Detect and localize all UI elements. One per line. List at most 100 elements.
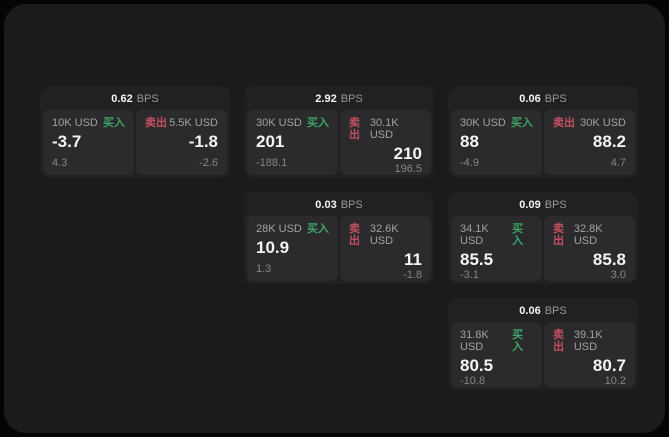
bps-value: 0.06 — [519, 305, 541, 317]
bps-unit-label: BPS — [340, 93, 363, 105]
buy-cell-top: 30K USD 买入 — [460, 117, 533, 129]
cards-grid: 0.62 BPS 10K USD 买入 -3.7 4.3 卖出 5.5K USD… — [40, 86, 638, 390]
quote-card-header: 0.06 BPS — [451, 301, 635, 322]
bps-unit-label: BPS — [544, 305, 567, 317]
sell-badge: 卖出 — [349, 223, 360, 247]
buy-value: 201 — [256, 132, 285, 151]
buy-cell-top: 30K USD 买入 — [256, 117, 329, 129]
bps-unit-label: BPS — [544, 93, 567, 105]
buy-delta: 4.3 — [52, 157, 68, 169]
buy-delta: -4.9 — [460, 157, 479, 169]
sell-cell[interactable]: 卖出 30.1K USD 210 196.5 — [340, 110, 431, 175]
sell-badge: 卖出 — [349, 117, 360, 141]
buy-badge: 买入 — [103, 117, 125, 129]
quote-card-header: 0.06 BPS — [451, 89, 635, 110]
buy-cell[interactable]: 28K USD 买入 10.9 1.3 — [247, 216, 338, 281]
buy-cell-top: 31.8K USD 买入 — [460, 329, 533, 353]
sell-delta: 196.5 — [394, 163, 422, 175]
bps-value: 0.62 — [111, 93, 133, 105]
buy-amount: 28K USD — [256, 223, 302, 235]
buy-cell-top: 28K USD 买入 — [256, 223, 329, 235]
bps-unit-label: BPS — [136, 93, 159, 105]
buy-badge: 买入 — [307, 223, 329, 235]
sell-cell[interactable]: 卖出 32.6K USD 11 -1.8 — [340, 216, 431, 281]
buy-delta: -10.8 — [460, 375, 486, 387]
sell-cell-top: 卖出 30.1K USD — [349, 117, 422, 141]
buy-cell-top: 34.1K USD 买入 — [460, 223, 533, 247]
buy-delta: 1.3 — [256, 263, 272, 275]
buy-amount: 31.8K USD — [460, 329, 489, 353]
sell-amount: 39.1K USD — [573, 329, 603, 353]
sell-cell[interactable]: 卖出 32.8K USD 85.8 3.0 — [544, 216, 635, 281]
quote-card-body: 10K USD 买入 -3.7 4.3 卖出 5.5K USD -1.8 -2.… — [43, 110, 227, 175]
buy-badge: 买入 — [511, 117, 533, 129]
sell-badge: 卖出 — [145, 117, 167, 129]
quote-card-header: 0.62 BPS — [43, 89, 227, 110]
quote-card-body: 28K USD 买入 10.9 1.3 卖出 32.6K USD 11 -1.8 — [247, 216, 431, 281]
quote-card-body: 34.1K USD 买入 85.5 -3.1 卖出 32.8K USD 85.8… — [451, 216, 635, 281]
buy-cell[interactable]: 34.1K USD 买入 85.5 -3.1 — [451, 216, 542, 281]
buy-amount: 30K USD — [256, 117, 302, 129]
sell-value: 85.8 — [592, 250, 626, 269]
buy-delta: -3.1 — [460, 269, 479, 281]
sell-amount: 30K USD — [580, 117, 626, 129]
sell-value: 210 — [393, 144, 422, 163]
buy-amount: 10K USD — [52, 117, 98, 129]
sell-cell-top: 卖出 5.5K USD — [145, 117, 218, 129]
sell-cell[interactable]: 卖出 30K USD 88.2 4.7 — [544, 110, 635, 175]
buy-badge: 买入 — [512, 329, 524, 353]
sell-value: -1.8 — [188, 132, 218, 151]
sell-cell-top: 卖出 32.6K USD — [349, 223, 422, 247]
quote-card: 2.92 BPS 30K USD 买入 201 -188.1 卖出 30.1K … — [244, 86, 434, 178]
sell-value: 88.2 — [592, 132, 626, 151]
bps-value: 2.92 — [315, 93, 337, 105]
buy-cell-top: 10K USD 买入 — [52, 117, 125, 129]
buy-cell[interactable]: 10K USD 买入 -3.7 4.3 — [43, 110, 134, 175]
quote-card-body: 30K USD 买入 88 -4.9 卖出 30K USD 88.2 4.7 — [451, 110, 635, 175]
quote-card: 0.62 BPS 10K USD 买入 -3.7 4.3 卖出 5.5K USD… — [40, 86, 230, 178]
app-panel: 0.62 BPS 10K USD 买入 -3.7 4.3 卖出 5.5K USD… — [4, 4, 665, 433]
sell-cell-top: 卖出 32.8K USD — [553, 223, 626, 247]
quote-card: 0.06 BPS 30K USD 买入 88 -4.9 卖出 30K USD 8… — [448, 86, 638, 178]
buy-badge: 买入 — [512, 223, 524, 247]
buy-amount: 30K USD — [460, 117, 506, 129]
sell-cell-top: 卖出 39.1K USD — [553, 329, 626, 353]
quote-card-body: 30K USD 买入 201 -188.1 卖出 30.1K USD 210 1… — [247, 110, 431, 175]
sell-amount: 5.5K USD — [169, 117, 218, 129]
quote-card: 0.06 BPS 31.8K USD 买入 80.5 -10.8 卖出 39.1… — [448, 298, 638, 390]
sell-amount: 30.1K USD — [369, 117, 399, 141]
sell-amount: 32.6K USD — [369, 223, 399, 247]
sell-delta: 10.2 — [604, 375, 626, 387]
sell-delta: 3.0 — [610, 269, 626, 281]
bps-unit-label: BPS — [340, 199, 363, 211]
quote-card-header: 0.03 BPS — [247, 195, 431, 216]
quote-card: 0.03 BPS 28K USD 买入 10.9 1.3 卖出 32.6K US… — [244, 192, 434, 284]
sell-badge: 卖出 — [553, 223, 564, 247]
bps-value: 0.06 — [519, 93, 541, 105]
quote-card: 0.09 BPS 34.1K USD 买入 85.5 -3.1 卖出 32.8K… — [448, 192, 638, 284]
sell-value: 11 — [404, 250, 422, 269]
buy-value: 88 — [460, 132, 479, 151]
sell-delta: 4.7 — [610, 157, 626, 169]
buy-cell[interactable]: 31.8K USD 买入 80.5 -10.8 — [451, 322, 542, 387]
quote-card-header: 2.92 BPS — [247, 89, 431, 110]
bps-value: 0.03 — [315, 199, 337, 211]
sell-badge: 卖出 — [553, 117, 575, 129]
buy-value: 80.5 — [460, 356, 494, 375]
buy-value: -3.7 — [52, 132, 82, 151]
buy-cell[interactable]: 30K USD 买入 88 -4.9 — [451, 110, 542, 175]
buy-cell[interactable]: 30K USD 买入 201 -188.1 — [247, 110, 338, 175]
sell-delta: -2.6 — [199, 157, 218, 169]
sell-badge: 卖出 — [553, 329, 564, 353]
quote-card-header: 0.09 BPS — [451, 195, 635, 216]
sell-amount: 32.8K USD — [573, 223, 603, 247]
sell-value: 80.7 — [592, 356, 626, 375]
sell-cell[interactable]: 卖出 39.1K USD 80.7 10.2 — [544, 322, 635, 387]
bps-unit-label: BPS — [544, 199, 567, 211]
buy-value: 85.5 — [460, 250, 494, 269]
quote-card-body: 31.8K USD 买入 80.5 -10.8 卖出 39.1K USD 80.… — [451, 322, 635, 387]
bps-value: 0.09 — [519, 199, 541, 211]
sell-cell[interactable]: 卖出 5.5K USD -1.8 -2.6 — [136, 110, 227, 175]
sell-cell-top: 卖出 30K USD — [553, 117, 626, 129]
